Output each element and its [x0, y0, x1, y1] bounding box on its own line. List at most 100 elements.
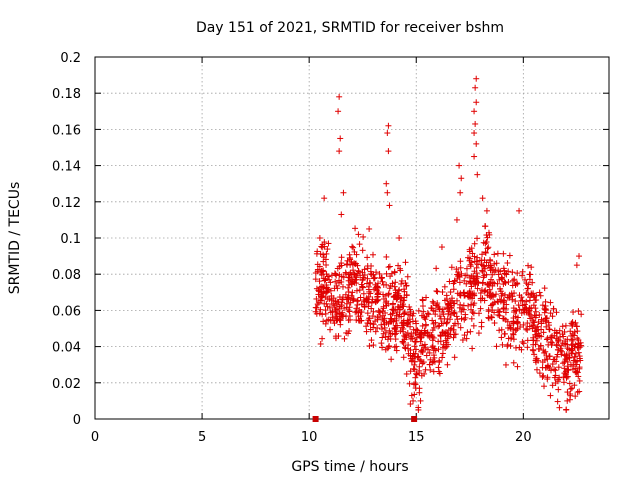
data-point: [384, 130, 391, 137]
data-point: [385, 148, 392, 155]
data-point: [336, 305, 343, 312]
data-point: [472, 278, 479, 285]
data-point: [343, 304, 350, 311]
data-point: [358, 309, 365, 316]
data-point: [499, 341, 506, 348]
data-point: [324, 273, 331, 280]
data-point: [374, 293, 381, 300]
data-point: [386, 327, 393, 334]
data-point: [468, 315, 475, 322]
data-point: [537, 292, 544, 299]
data-point: [456, 291, 463, 298]
data-point: [571, 328, 578, 335]
data-point: [514, 319, 521, 326]
data-point: [461, 332, 468, 339]
data-point: [365, 283, 372, 290]
data-point: [369, 251, 376, 258]
data-point: [412, 374, 419, 381]
data-point: [340, 189, 347, 196]
data-point: [359, 283, 366, 290]
data-point: [519, 297, 526, 304]
axis-ticks: [94, 56, 609, 420]
data-point: [356, 241, 363, 248]
data-point: [529, 279, 536, 286]
data-point: [360, 233, 367, 240]
data-point: [372, 284, 379, 291]
data-point: [468, 283, 475, 290]
data-point: [502, 279, 509, 286]
data-point: [436, 313, 443, 320]
data-point: [448, 325, 455, 332]
data-point: [552, 380, 559, 387]
data-point: [427, 366, 434, 373]
data-point: [416, 356, 423, 363]
data-point: [502, 330, 509, 337]
data-point: [386, 263, 393, 270]
data-point: [411, 353, 418, 360]
data-point: [314, 301, 321, 308]
data-point: [495, 311, 502, 318]
data-point: [480, 239, 487, 246]
data-point: [347, 299, 354, 306]
data-point: [393, 343, 400, 350]
data-point: [376, 270, 383, 277]
x-tick-label: 20: [515, 430, 532, 445]
data-point: [353, 287, 360, 294]
data-point: [453, 313, 460, 320]
data-point: [544, 376, 551, 383]
data-point: [417, 358, 424, 365]
data-point: [360, 290, 367, 297]
x-axis-markers: [312, 416, 418, 422]
data-point: [530, 290, 537, 297]
data-point: [559, 348, 566, 355]
data-point: [564, 345, 571, 352]
data-point: [560, 360, 567, 367]
data-point: [489, 279, 496, 286]
data-point: [321, 277, 328, 284]
data-point: [568, 347, 575, 354]
y-tick-label: 0: [73, 413, 81, 428]
data-point: [367, 290, 374, 297]
data-point: [426, 361, 433, 368]
data-point: [393, 347, 400, 354]
data-point: [352, 309, 359, 316]
data-point: [382, 346, 389, 353]
data-point: [380, 303, 387, 310]
data-point: [420, 359, 427, 366]
data-point: [447, 289, 454, 296]
data-point: [386, 202, 393, 209]
data-point: [572, 359, 579, 366]
data-point: [313, 310, 320, 317]
data-point: [516, 344, 523, 351]
data-point: [383, 180, 390, 187]
data-point: [549, 382, 556, 389]
data-point: [363, 295, 370, 302]
data-point: [506, 252, 513, 259]
data-point: [574, 369, 581, 376]
y-axis-label: SRMTID / TECUs: [7, 182, 23, 295]
data-point: [402, 259, 409, 266]
data-point: [328, 297, 335, 304]
data-point: [381, 315, 388, 322]
data-point: [380, 295, 387, 302]
data-point: [417, 397, 424, 404]
data-point: [397, 267, 404, 274]
data-point: [352, 276, 359, 283]
data-point: [478, 319, 485, 326]
data-point: [524, 344, 531, 351]
data-point: [510, 331, 517, 338]
data-point: [369, 313, 376, 320]
data-point: [407, 401, 414, 408]
data-point: [416, 367, 423, 374]
data-point: [407, 346, 414, 353]
data-point: [339, 294, 346, 301]
data-point: [525, 262, 532, 269]
data-point: [313, 295, 320, 302]
data-point: [569, 341, 576, 348]
data-point: [392, 336, 399, 343]
data-point: [462, 272, 469, 279]
data-point: [345, 296, 352, 303]
data-point: [575, 308, 582, 315]
data-point: [563, 406, 570, 413]
